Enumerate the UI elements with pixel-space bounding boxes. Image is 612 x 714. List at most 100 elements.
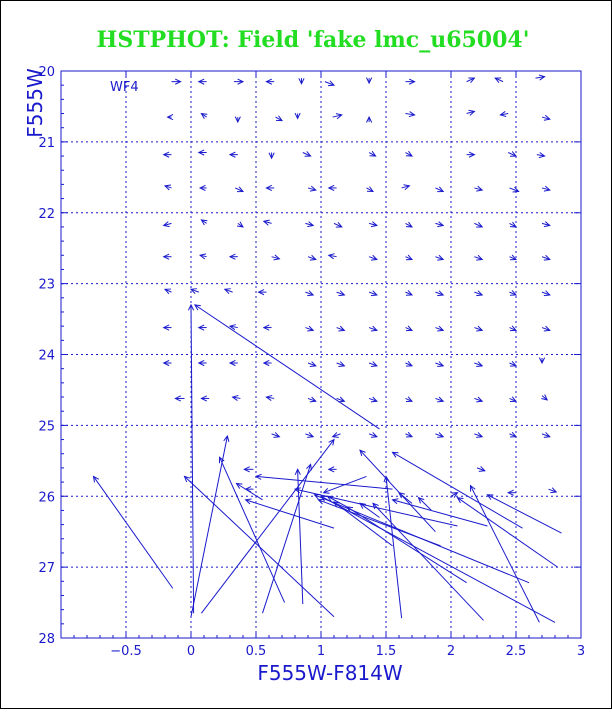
vector-arrow [162, 324, 172, 331]
vector-arrow [368, 221, 379, 228]
vector-arrow [268, 152, 275, 160]
y-tick-label: 27 [38, 561, 55, 576]
vector-arrow [262, 463, 312, 614]
vector-arrow [197, 78, 207, 85]
vector-arrow [162, 359, 172, 367]
vector-arrow [294, 112, 301, 120]
y-tick-label: 26 [38, 490, 55, 505]
vector-arrow [327, 184, 337, 192]
vector-arrow [326, 495, 348, 508]
vector-arrow [486, 494, 562, 534]
vector-arrow [541, 185, 551, 192]
vector-arrow [548, 487, 558, 494]
vector-arrow [234, 186, 245, 193]
vector-arrow [368, 290, 378, 297]
vector-arrow [336, 396, 346, 403]
vector-arrow [197, 359, 207, 367]
vector-arrow [198, 184, 207, 192]
plot-frame [60, 70, 582, 639]
vector-arrow [466, 109, 476, 116]
vector-arrow [435, 361, 445, 367]
vector-arrow [509, 186, 520, 193]
x-tick-label: 0.5 [246, 644, 267, 659]
vector-arrow [257, 289, 267, 296]
vector-arrow [293, 487, 458, 527]
vector-arrow [466, 151, 476, 158]
x-tick-label: 1 [317, 644, 325, 659]
vector-arrow [509, 290, 518, 296]
y-tick-label: 24 [38, 349, 55, 364]
y-tick-label: 25 [38, 419, 55, 434]
vector-arrow [189, 288, 199, 294]
vector-arrow [254, 473, 393, 490]
vector-arrow [405, 111, 416, 118]
axis-ticks: −0.5 0 0.5 1 1.5 2 2.5 3 20 21 22 23 24 25 26 27 28 [38, 65, 585, 659]
vector-arrow [336, 325, 346, 332]
x-tick-label: 3 [577, 644, 585, 659]
vector-arrow [183, 475, 335, 618]
vector-arrow [200, 395, 210, 402]
vector-arrow [171, 78, 182, 85]
vector-arrow [476, 466, 486, 472]
vector-arrow [262, 359, 272, 367]
vector-arrow [187, 303, 195, 614]
vector-arrow [368, 432, 378, 438]
vector-arrow [359, 502, 380, 518]
vector-arrow [305, 325, 315, 332]
vector-arrow [368, 396, 378, 403]
vector-arrow [391, 451, 523, 529]
vector-arrow [474, 361, 484, 367]
y-axis-label: F555W [23, 68, 47, 138]
vector-arrow [405, 431, 414, 438]
vector-arrow [474, 396, 484, 403]
vector-arrow [223, 288, 233, 294]
vector-arrow [405, 254, 414, 261]
vector-arrow [271, 432, 281, 438]
vector-arrow [366, 77, 373, 85]
vector-arrow [435, 325, 445, 332]
vector-arrow [536, 152, 546, 159]
vector-arrow [466, 77, 476, 84]
x-tick-label: −0.5 [110, 644, 142, 659]
vector-arrow [398, 491, 413, 504]
vector-arrow [336, 361, 346, 367]
vector-arrow [450, 492, 459, 498]
vector-arrow [405, 396, 414, 403]
vector-arrow [262, 324, 272, 331]
vector-arrow [234, 116, 241, 124]
x-axis-label: F555W-F814W [257, 661, 403, 685]
vector-arrow [405, 78, 416, 85]
vector-arrow [231, 394, 241, 401]
vector-arrow [265, 184, 275, 192]
vector-arrow [366, 115, 373, 123]
vector-arrow [474, 221, 484, 228]
vector-arrow [162, 151, 172, 158]
vector-arrow [474, 432, 484, 438]
vector-arrow [507, 151, 518, 157]
vector-field [92, 74, 562, 623]
vector-arrow [535, 74, 546, 81]
vector-arrow [509, 254, 518, 261]
vector-arrow [228, 324, 238, 331]
vector-arrow [162, 221, 172, 228]
vector-arrow [541, 325, 551, 332]
x-tick-label: 0 [187, 644, 195, 659]
vector-arrow [201, 438, 335, 614]
vector-arrow [405, 325, 414, 332]
vector-arrow [190, 434, 230, 617]
vector-arrow [327, 253, 337, 260]
vector-arrow [305, 221, 315, 228]
x-tick-label: 2.5 [506, 644, 527, 659]
vector-arrow [509, 325, 518, 332]
vector-arrow [435, 396, 445, 403]
vector-arrow [92, 475, 174, 589]
vector-arrow [298, 78, 305, 85]
x-tick-label: 2 [447, 644, 455, 659]
vector-arrow [197, 149, 207, 156]
vector-arrow [243, 466, 254, 473]
vector-arrow [541, 432, 551, 438]
y-tick-label: 21 [38, 136, 55, 151]
y-tick-label: 22 [38, 207, 55, 222]
vector-arrow [336, 290, 346, 297]
vector-arrow [391, 498, 488, 527]
